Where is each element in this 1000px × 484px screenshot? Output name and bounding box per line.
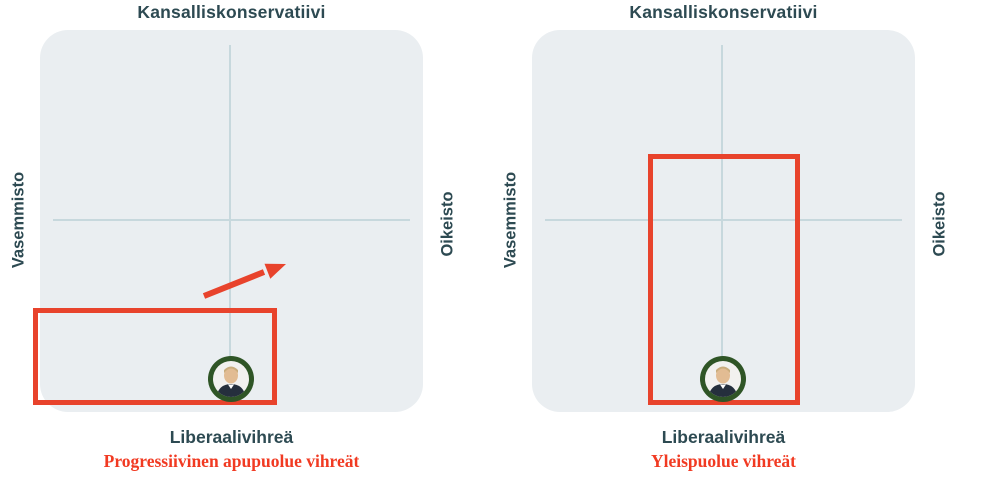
arrow-icon [202,263,286,299]
axis-label-top: Kansalliskonservatiivi [629,2,818,22]
person-avatar [700,356,746,402]
compass-plot [532,30,915,412]
horizontal-axis-line [53,219,410,221]
axis-label-left: Vasemmisto [9,171,28,269]
avatar-photo [708,366,738,397]
person-avatar [208,356,254,402]
highlight-rectangle [648,154,800,405]
vertical-axis-line [229,45,231,400]
avatar-photo [216,366,246,397]
axis-label-bottom: Liberaalivihreä [661,427,786,447]
axis-label-left: Vasemmisto [501,171,520,269]
compass-chart-left: Kansalliskonservatiivi Vasemmisto Oikeis… [0,0,470,484]
compass-plot [40,30,423,412]
axis-label-bottom: Liberaalivihreä [169,427,294,447]
chart-caption: Yleispuolue vihreät [650,451,797,471]
horizontal-axis-line [545,219,902,221]
axis-label-top: Kansalliskonservatiivi [137,2,326,22]
compass-chart-right: Kansalliskonservatiivi Vasemmisto Oikeis… [492,0,962,484]
chart-caption: Progressiivinen apupuolue vihreät [103,451,360,471]
highlight-rectangle [33,308,277,405]
vertical-axis-line [721,45,723,400]
axis-label-right: Oikeisto [438,191,457,257]
axis-label-right: Oikeisto [930,191,949,257]
